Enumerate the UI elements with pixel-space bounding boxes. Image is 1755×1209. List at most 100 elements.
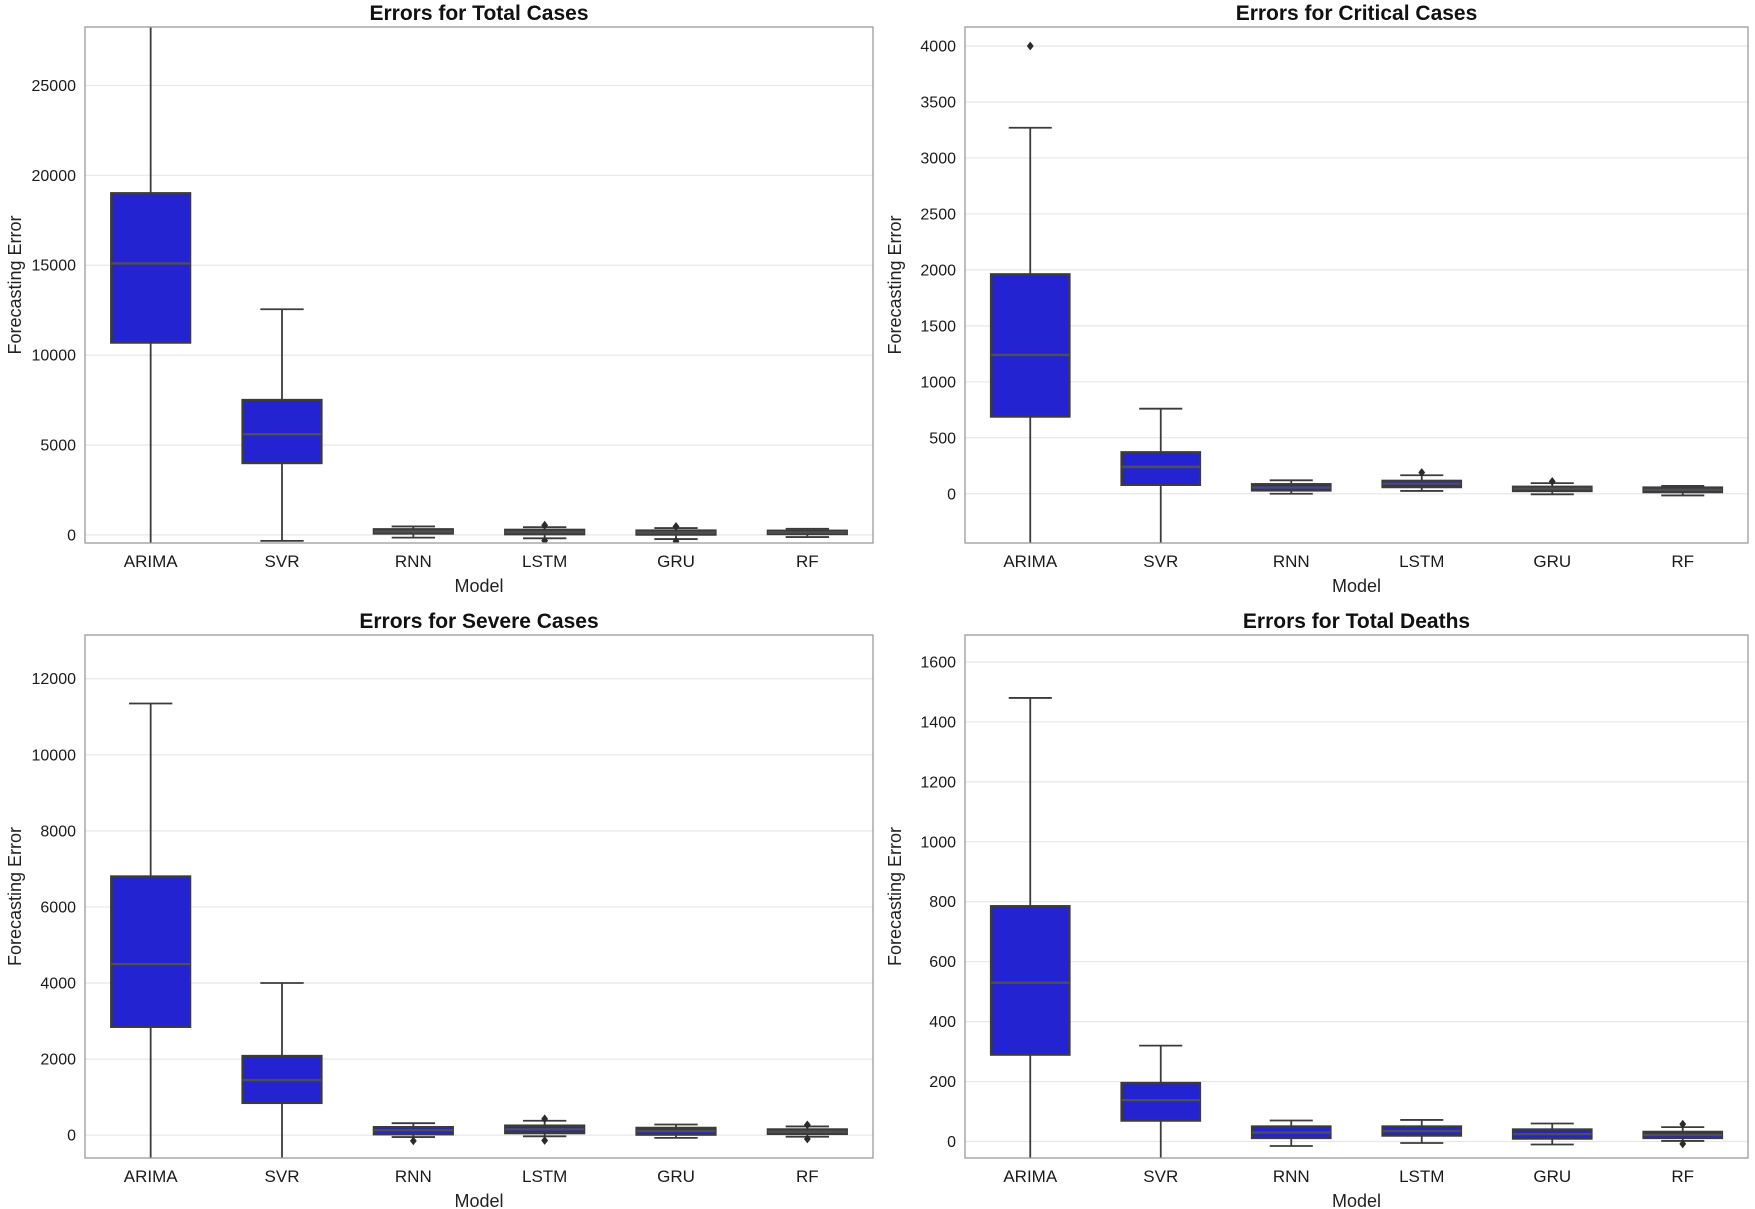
outlier-marker: [672, 522, 680, 531]
x-category-label: LSTM: [522, 1167, 567, 1186]
x-category-label: RF: [1671, 552, 1694, 571]
box-SVR: [241, 308, 323, 542]
iqr-box: [989, 273, 1071, 418]
subplot-total-cases-canvas: 0 5000 10000 15000 20000 25000 ARIMA SVR RNN LSTM…: [5, 2, 874, 596]
box-ARIMA: [989, 697, 1071, 1158]
subplot-severe-cases-canvas: 0 2000 4000 6000 8000 10000 12000 ARIMA SVR RNN LS…: [5, 610, 874, 1209]
x-axis-label: Model: [454, 1191, 503, 1209]
box-RF: [1642, 1119, 1724, 1149]
box-RF: [1642, 485, 1724, 497]
x-category-label: LSTM: [1399, 552, 1444, 571]
iqr-box: [110, 875, 192, 1028]
box-LSTM: [1381, 1119, 1463, 1144]
y-tick-label: 0: [947, 1134, 956, 1151]
outlier-marker: [1548, 477, 1556, 486]
box-GRU: [635, 1123, 717, 1139]
boxes-layer: [989, 697, 1724, 1158]
box-ARIMA: [110, 27, 192, 543]
box-RF: [766, 527, 848, 538]
axes-frame: [964, 26, 1749, 544]
y-tick-label: 2500: [920, 206, 956, 223]
x-axis-label: Model: [454, 576, 503, 596]
chart-title: Errors for Severe Cases: [359, 610, 598, 633]
x-category-label: RNN: [395, 1167, 432, 1186]
y-tick-label: 2000: [40, 1052, 76, 1069]
y-tick-label: 500: [929, 430, 956, 447]
x-category-label: LSTM: [1399, 1167, 1444, 1186]
boxes-layer: [989, 41, 1724, 543]
y-tick-label: 1600: [920, 654, 956, 671]
iqr-box: [1120, 451, 1202, 486]
x-category-label: RF: [796, 552, 819, 571]
y-tick-label: 1400: [920, 714, 956, 731]
iqr-box: [241, 398, 323, 465]
y-tick-label: 3500: [920, 94, 956, 111]
y-tick-label: 2000: [920, 262, 956, 279]
x-category-label: GRU: [657, 1167, 695, 1186]
y-axis-label: Forecasting Error: [885, 827, 905, 966]
y-tick-label: 8000: [40, 823, 76, 840]
boxes-layer: [110, 702, 848, 1158]
box-RNN: [372, 525, 454, 539]
plot-area: [965, 635, 1748, 1158]
x-category-label: ARIMA: [124, 1167, 179, 1186]
box-RNN: [1250, 479, 1332, 495]
chart-title: Errors for Total Cases: [369, 2, 588, 25]
box-SVR: [241, 982, 323, 1158]
y-grid: [85, 678, 873, 1136]
chart-title: Errors for Critical Cases: [1236, 2, 1478, 25]
y-axis-label: Forecasting Error: [885, 215, 905, 354]
y-tick-label: 6000: [40, 899, 76, 916]
x-category-label: SVR: [1143, 552, 1178, 571]
outlier-marker: [541, 520, 549, 530]
x-category-label: ARIMA: [1003, 552, 1058, 571]
box-RNN: [1250, 1119, 1332, 1147]
x-category-label: ARIMA: [124, 552, 179, 571]
x-category-label: SVR: [265, 1167, 300, 1186]
x-category-label: GRU: [1533, 1167, 1571, 1186]
y-grid: [965, 45, 1748, 495]
axes-frame: [84, 634, 874, 1159]
subplot-total-cases-cell: 0 5000 10000 15000 20000 25000 ARIMA SVR RNN LSTM…: [0, 0, 878, 604]
y-tick-label: 800: [929, 894, 956, 911]
y-tick-label: 25000: [32, 78, 77, 95]
box-LSTM: [1381, 468, 1463, 492]
plot-area: [85, 635, 873, 1158]
plot-area: [965, 27, 1748, 543]
x-category-label: SVR: [265, 552, 300, 571]
outlier-marker: [541, 1114, 549, 1124]
y-tick-label: 200: [929, 1074, 956, 1091]
subplot-total-deaths-canvas: 0 200 400 600 800 1000 1200 1400 1600 ARIMA SVR RNN…: [885, 610, 1749, 1209]
axes-frame: [84, 26, 874, 544]
y-grid: [85, 84, 873, 536]
x-category-label: GRU: [1533, 552, 1571, 571]
x-category-label: RNN: [395, 552, 432, 571]
y-tick-label: 1500: [920, 318, 956, 335]
y-tick-label: 20000: [32, 168, 77, 185]
iqr-box: [110, 192, 192, 344]
iqr-box: [1120, 1081, 1202, 1122]
y-tick-label: 10000: [32, 747, 77, 764]
y-tick-label: 3000: [920, 150, 956, 167]
x-axis-label: Model: [1332, 576, 1381, 596]
iqr-box: [989, 905, 1071, 1056]
box-GRU: [1511, 477, 1593, 496]
box-GRU: [1511, 1122, 1593, 1146]
y-tick-label: 0: [67, 527, 76, 544]
y-tick-label: 4000: [40, 976, 76, 993]
chart-title: Errors for Total Deaths: [1243, 610, 1470, 633]
y-tick-label: 0: [67, 1128, 76, 1145]
box-ARIMA: [110, 702, 192, 1158]
y-tick-label: 400: [929, 1014, 956, 1031]
subplot-severe-cases-cell: 0 2000 4000 6000 8000 10000 12000 ARIMA SVR RNN LS…: [0, 604, 878, 1209]
y-axis-label: Forecasting Error: [5, 215, 25, 354]
x-category-label: ARIMA: [1003, 1167, 1058, 1186]
y-tick-label: 1000: [920, 834, 956, 851]
box-GRU: [635, 522, 717, 543]
x-category-label: RF: [796, 1167, 819, 1186]
subplot-critical-cases-cell: 0 500 1000 1500 2000 2500 3000 3500 4000 ARIMA SVR…: [878, 0, 1755, 604]
box-RNN: [372, 1122, 454, 1146]
y-grid: [965, 661, 1748, 1143]
y-axis-label: Forecasting Error: [5, 827, 25, 966]
outlier-marker: [672, 536, 680, 543]
